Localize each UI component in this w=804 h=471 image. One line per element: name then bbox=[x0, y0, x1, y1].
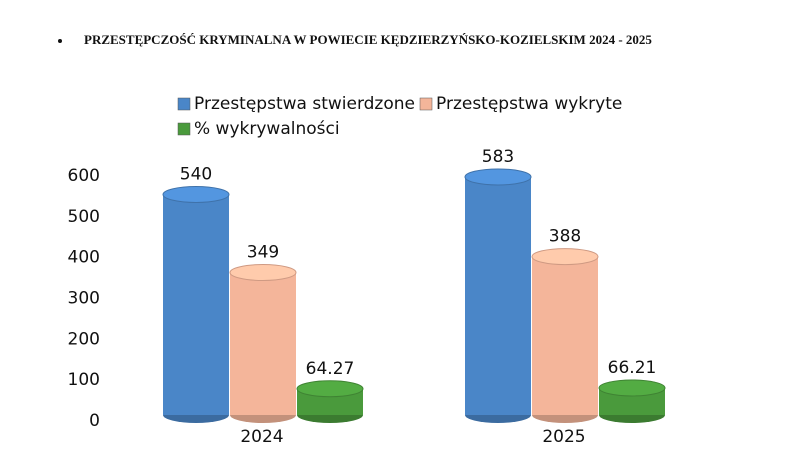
bar-top bbox=[531, 248, 599, 266]
value-label: 583 bbox=[482, 147, 514, 167]
bar-top bbox=[296, 380, 364, 398]
value-label: 540 bbox=[180, 165, 212, 185]
bar-top bbox=[598, 379, 666, 397]
y-tick-label: 200 bbox=[68, 329, 100, 349]
bar bbox=[532, 256, 598, 415]
legend-swatch bbox=[177, 122, 191, 136]
legend-label: Przestępstwa stwierdzone bbox=[194, 94, 415, 114]
bar-top bbox=[162, 186, 230, 203]
legend-label: % wykrywalności bbox=[194, 119, 340, 139]
y-tick-label: 500 bbox=[68, 207, 100, 227]
bar bbox=[163, 194, 229, 415]
y-tick-label: 400 bbox=[68, 248, 100, 268]
y-tick-label: 100 bbox=[68, 370, 100, 390]
x-tick-label: 2025 bbox=[542, 427, 585, 447]
value-label: 66.21 bbox=[608, 358, 657, 378]
bar-top bbox=[464, 168, 532, 186]
chart-title: PRZESTĘPCZOŚĆ KRYMINALNA W POWIECIE KĘDZ… bbox=[84, 32, 652, 47]
y-tick-label: 300 bbox=[68, 289, 100, 309]
value-label: 64.27 bbox=[306, 359, 355, 379]
legend-swatch bbox=[177, 97, 191, 111]
legend-label: Przestępstwa wykryte bbox=[436, 94, 622, 114]
bar-top bbox=[229, 263, 297, 281]
bullet bbox=[58, 39, 62, 43]
bar bbox=[230, 272, 296, 415]
value-label: 349 bbox=[247, 242, 279, 262]
value-label: 388 bbox=[549, 227, 581, 247]
bar bbox=[465, 176, 531, 415]
legend-swatch bbox=[419, 97, 433, 111]
x-tick-label: 2024 bbox=[240, 427, 283, 447]
y-tick-label: 600 bbox=[68, 166, 100, 186]
y-tick-label: 0 bbox=[89, 411, 100, 431]
